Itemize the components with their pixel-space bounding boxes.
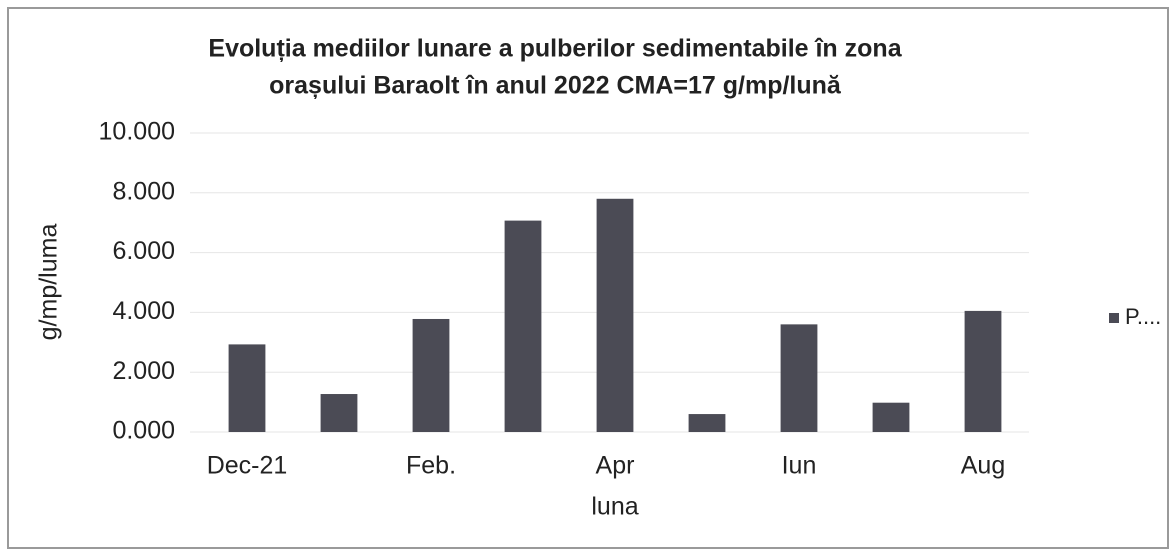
x-tick-label: Apr [596,452,635,480]
bar [780,324,818,432]
chart-title: Evoluția mediilor lunare a pulberilor se… [208,35,902,63]
bar [596,198,634,432]
bar [228,344,266,432]
bar [504,220,542,432]
bar [320,394,358,432]
bar [872,402,910,432]
y-tick-label: 2.000 [112,357,175,385]
y-tick-label: 10.000 [99,118,175,146]
y-tick-label: 6.000 [112,237,175,265]
legend-label: P.... [1125,304,1161,329]
legend-swatch [1109,313,1119,323]
y-tick-label: 8.000 [112,177,175,205]
chart-title: orașului Baraolt în anul 2022 CMA=17 g/m… [269,72,842,100]
x-tick-label: Dec-21 [207,452,288,480]
y-tick-label: 4.000 [112,297,175,325]
bar [688,414,726,432]
y-axis-label: g/mp/luma [35,224,63,341]
x-axis-label: luna [591,493,638,521]
y-tick-label: 0.000 [112,417,175,445]
bar [964,310,1002,432]
chart-frame [7,7,1169,549]
x-tick-label: Iun [782,452,817,480]
bar [412,318,450,432]
x-tick-label: Feb. [406,452,456,480]
x-tick-label: Aug [961,452,1005,480]
